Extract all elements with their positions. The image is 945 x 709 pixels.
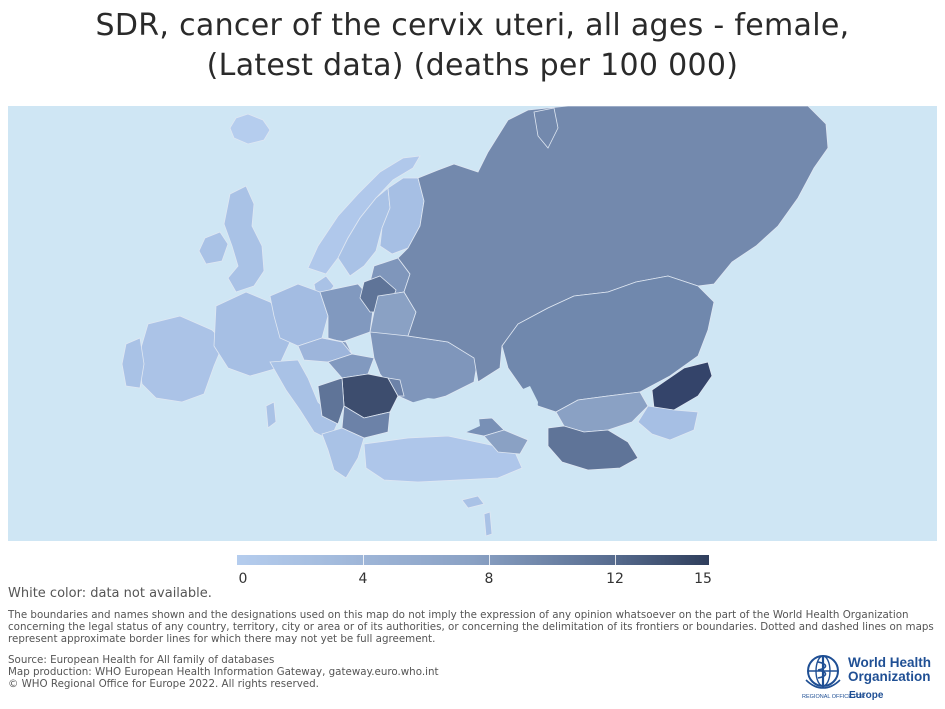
country-sardinia[interactable] [265,401,277,429]
who-regional-office-label: REGIONAL OFFICE FOR [802,694,866,700]
country-france[interactable] [213,291,291,377]
who-emblem-icon [805,655,841,689]
country-ireland[interactable] [198,231,229,265]
legend-tick-4 [363,555,364,565]
country-armenia-azerbaijan[interactable] [483,429,529,455]
source-info: Source: European Health for All family o… [8,654,608,690]
country-greece[interactable] [321,427,365,479]
copyright-line: © WHO Regional Office for Europe 2022. A… [8,677,319,690]
map-title: SDR, cancer of the cervix uteri, all age… [0,6,945,86]
caspian-sea [514,386,538,440]
country-hungary[interactable] [327,353,375,379]
who-name-line-1: World Health [848,655,932,670]
map-disclaimer: The boundaries and names shown and the d… [8,609,934,645]
legend-label-0: 0 [238,571,248,587]
map-svg [121,106,829,537]
country-turkmenistan[interactable] [547,425,639,471]
who-name-line-2: Organization [848,669,931,684]
legend-tick-8 [489,555,490,565]
who-region-label: Europe [849,690,884,701]
legend-tick-12 [615,555,616,565]
data-not-available-note: White color: data not available. [8,586,212,601]
black-sea [394,398,480,436]
country-russia-arctic-islands[interactable] [533,107,559,149]
map-production-line: Map production: WHO European Health Info… [8,665,439,678]
country-tajikistan[interactable] [637,405,699,441]
legend-color-bar [237,555,709,565]
country-moldova[interactable] [387,377,405,397]
who-name: World Health Organization [848,656,931,684]
country-portugal[interactable] [121,337,145,389]
legend-label-8: 8 [484,571,494,587]
country-cyprus[interactable] [461,495,485,509]
title-line-1: SDR, cancer of the cervix uteri, all age… [95,8,850,43]
title-line-2: (Latest data) (deaths per 100 000) [206,48,739,83]
country-kazakhstan[interactable] [501,275,715,413]
country-spain[interactable] [137,315,225,403]
source-line: Source: European Health for All family o… [8,654,275,666]
country-serbia[interactable] [317,377,345,425]
country-iceland[interactable] [229,113,271,145]
country-turkey[interactable] [363,435,523,483]
legend-label-4: 4 [358,571,368,587]
country-uk[interactable] [223,185,265,293]
country-israel[interactable] [483,511,493,537]
legend-label-15: 15 [694,571,712,587]
choropleth-map[interactable] [8,106,937,541]
legend-label-12: 12 [606,571,624,587]
color-scale-legend: 0 4 8 12 15 [237,555,712,589]
